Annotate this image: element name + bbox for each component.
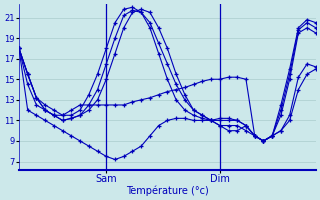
X-axis label: Température (°c): Température (°c) (126, 185, 209, 196)
